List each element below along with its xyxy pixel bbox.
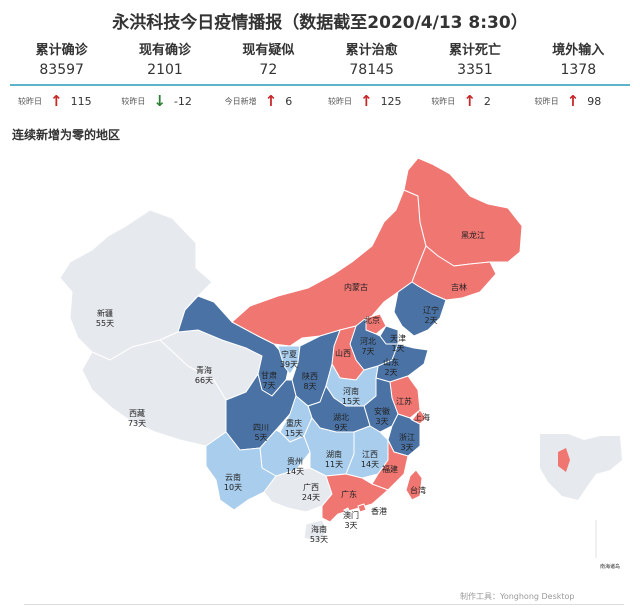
region-label: 浙江 3天 — [399, 432, 415, 452]
region-label: 辽宁 2天 — [423, 305, 439, 325]
delta-imported: 较昨日 ↑ 98 — [527, 92, 630, 110]
arrow-up-icon: ↑ — [359, 92, 373, 110]
stat-suspected: 现有疑似 72 — [217, 42, 320, 84]
delta-value: 115 — [70, 94, 92, 108]
region-label: 广西 24天 — [302, 482, 320, 502]
delta-label: 今日新增 — [224, 96, 257, 106]
region-neimenggu[interactable] — [231, 189, 427, 347]
region-label: 重庆 15天 — [285, 418, 303, 438]
region-label: 上海 — [414, 412, 430, 422]
stat-label: 境外输入 — [552, 43, 605, 58]
region-label: 湖南 11天 — [325, 449, 343, 469]
region-label: 天津 1天 — [390, 333, 406, 353]
stat-value: 72 — [259, 62, 278, 78]
arrow-up-icon: ↑ — [50, 92, 63, 110]
region-label: 福建 — [382, 464, 398, 474]
region-liaoning[interactable] — [393, 281, 447, 337]
region-label: 山西 — [335, 348, 351, 358]
delta-label: 较昨日 — [431, 96, 456, 106]
stat-label: 现有确诊 — [138, 43, 191, 58]
delta-current: 较昨日 ↓ -12 — [113, 92, 216, 110]
stat-value: 3351 — [457, 62, 493, 78]
region-macau[interactable] — [343, 507, 351, 515]
region-label: 吉林 — [451, 282, 467, 292]
stats-row: 累计确诊 83597 现有确诊 2101 现有疑似 72 累计治愈 78145 … — [10, 42, 630, 86]
region-label: 江西 14天 — [361, 450, 379, 469]
region-label: 北京 — [364, 315, 380, 325]
delta-cured: 较昨日 ↑ 125 — [320, 92, 423, 110]
stat-deaths: 累计死亡 3351 — [423, 42, 526, 84]
region-label: 甘肃 7天 — [261, 370, 277, 390]
stat-value: 83597 — [39, 62, 84, 78]
region-label: 安徽 3天 — [374, 406, 390, 426]
inset-taiwan — [558, 448, 570, 472]
region-label: 河南 15天 — [342, 386, 360, 406]
region-label: 黑龙江 — [461, 230, 485, 240]
stat-label: 累计死亡 — [448, 43, 501, 58]
region-hainan[interactable] — [303, 519, 329, 543]
stat-label: 现有疑似 — [242, 43, 295, 58]
region-taiwan[interactable] — [405, 469, 423, 501]
region-label: 香港 — [371, 506, 387, 516]
region-guangdong[interactable] — [321, 473, 389, 523]
delta-suspected: 今日新增 ↑ 6 — [217, 92, 320, 110]
stat-label: 累计治愈 — [345, 43, 398, 58]
region-label: 山东 2天 — [383, 357, 399, 377]
region-label: 新疆 55天 — [96, 308, 114, 328]
stat-label: 累计确诊 — [35, 43, 88, 58]
region-label: 陕西 8天 — [302, 371, 318, 391]
delta-label: 较昨日 — [534, 96, 559, 106]
footer-divider — [24, 604, 624, 605]
region-label: 西藏 73天 — [128, 408, 146, 428]
delta-value: 98 — [587, 94, 602, 108]
inset-land — [540, 434, 622, 500]
delta-value: -12 — [173, 94, 192, 108]
region-label: 广东 — [341, 489, 357, 499]
stat-current: 现有确诊 2101 — [113, 42, 216, 84]
south-sea-inset: 南海诸岛 — [540, 434, 622, 570]
delta-label: 较昨日 — [121, 96, 146, 106]
delta-value: 125 — [380, 94, 402, 108]
section-title: 连续新增为零的地区 — [12, 128, 121, 142]
region-label: 河北 7天 — [360, 336, 376, 356]
arrow-down-icon: ↓ — [153, 92, 166, 110]
arrow-up-icon: ↑ — [463, 92, 476, 110]
delta-deaths: 较昨日 ↑ 2 — [423, 92, 526, 110]
region-label: 青海 66天 — [195, 365, 213, 385]
region-label: 台湾 — [410, 485, 426, 495]
region-label: 贵州 14天 — [286, 456, 304, 476]
region-yunnan[interactable] — [205, 431, 277, 511]
region-label: 宁夏 39天 — [280, 349, 298, 369]
page-title: 永洪科技今日疫情播报（数据截至2020/4/13 8:30） — [112, 13, 528, 33]
region-label: 江苏 — [396, 396, 412, 406]
stat-imported: 境外输入 1378 — [527, 42, 630, 84]
region-label: 四川 5天 — [253, 423, 269, 442]
stat-value: 1378 — [560, 62, 597, 78]
delta-row: 较昨日 ↑ 115 较昨日 ↓ -12 今日新增 ↑ 6 较昨日 ↑ 125 较… — [10, 92, 630, 110]
footer-credit: 制作工具：Yonghong Desktop — [460, 592, 575, 601]
stat-value: 2101 — [147, 62, 183, 78]
delta-value: 6 — [285, 94, 293, 108]
arrow-up-icon: ↑ — [264, 92, 278, 110]
delta-value: 2 — [483, 94, 491, 108]
stat-value: 78145 — [349, 62, 394, 78]
stat-cured: 累计治愈 78145 — [320, 42, 423, 84]
region-label: 澳门 3天 — [343, 510, 359, 530]
stat-confirmed: 累计确诊 83597 — [10, 42, 113, 84]
region-hongkong[interactable] — [357, 503, 367, 513]
region-label: 湖北 9天 — [333, 413, 349, 432]
delta-confirmed: 较昨日 ↑ 115 — [10, 92, 113, 110]
delta-label: 较昨日 — [18, 96, 42, 106]
region-label: 云南 10天 — [224, 472, 242, 492]
region-label: 内蒙古 — [344, 282, 368, 292]
inset-label: 南海诸岛 — [600, 563, 620, 570]
arrow-up-icon: ↑ — [566, 92, 580, 110]
delta-label: 较昨日 — [327, 96, 352, 106]
region-label: 海南 53天 — [310, 524, 328, 544]
